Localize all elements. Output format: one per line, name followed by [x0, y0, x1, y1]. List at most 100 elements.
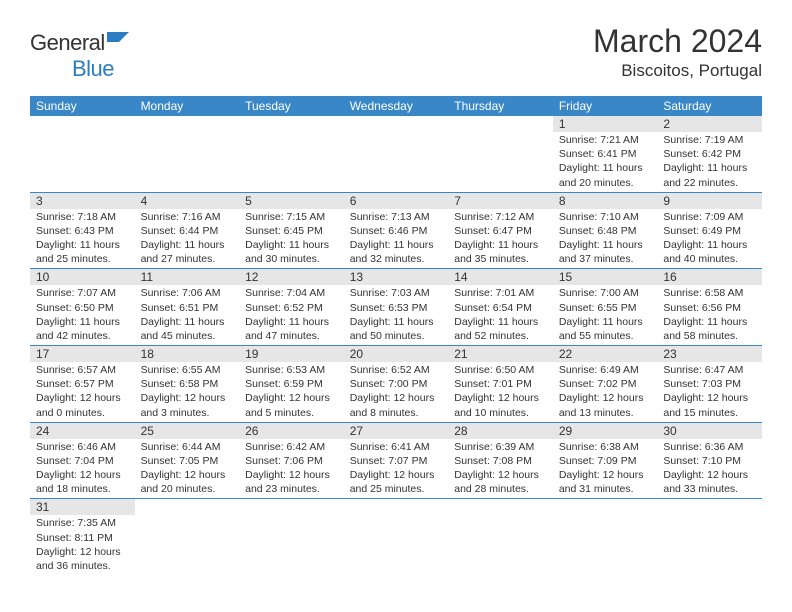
calendar-cell: 24Sunrise: 6:46 AMSunset: 7:04 PMDayligh… — [30, 422, 135, 499]
day-info: Sunrise: 7:12 AMSunset: 6:47 PMDaylight:… — [448, 209, 553, 269]
calendar-row: 24Sunrise: 6:46 AMSunset: 7:04 PMDayligh… — [30, 422, 762, 499]
daylight-text-2: and 27 minutes. — [141, 252, 234, 266]
daylight-text-2: and 28 minutes. — [454, 482, 547, 496]
day-info: Sunrise: 6:46 AMSunset: 7:04 PMDaylight:… — [30, 439, 135, 499]
day-info: Sunrise: 7:09 AMSunset: 6:49 PMDaylight:… — [657, 209, 762, 269]
sunrise-text: Sunrise: 7:12 AM — [454, 210, 547, 224]
day-info: Sunrise: 7:19 AMSunset: 6:42 PMDaylight:… — [657, 132, 762, 192]
daylight-text-2: and 25 minutes. — [350, 482, 443, 496]
sunrise-text: Sunrise: 7:13 AM — [350, 210, 443, 224]
daylight-text-2: and 47 minutes. — [245, 329, 338, 343]
sunrise-text: Sunrise: 6:44 AM — [141, 440, 234, 454]
daylight-text-2: and 15 minutes. — [663, 406, 756, 420]
calendar-cell — [553, 499, 658, 575]
day-number: 21 — [448, 346, 553, 362]
day-number: 20 — [344, 346, 449, 362]
day-number: 30 — [657, 423, 762, 439]
day-info: Sunrise: 6:57 AMSunset: 6:57 PMDaylight:… — [30, 362, 135, 422]
day-info: Sunrise: 7:07 AMSunset: 6:50 PMDaylight:… — [30, 285, 135, 345]
daylight-text: Daylight: 11 hours — [663, 238, 756, 252]
calendar-table: Sunday Monday Tuesday Wednesday Thursday… — [30, 96, 762, 575]
sunrise-text: Sunrise: 6:58 AM — [663, 286, 756, 300]
day-number: 29 — [553, 423, 658, 439]
weekday-header: Thursday — [448, 96, 553, 116]
sunrise-text: Sunrise: 7:16 AM — [141, 210, 234, 224]
brand-logo: General Blue — [30, 24, 129, 82]
sunrise-text: Sunrise: 7:18 AM — [36, 210, 129, 224]
sunset-text: Sunset: 6:48 PM — [559, 224, 652, 238]
sunrise-text: Sunrise: 7:06 AM — [141, 286, 234, 300]
daylight-text: Daylight: 11 hours — [559, 315, 652, 329]
sunrise-text: Sunrise: 6:52 AM — [350, 363, 443, 377]
daylight-text-2: and 45 minutes. — [141, 329, 234, 343]
daylight-text-2: and 50 minutes. — [350, 329, 443, 343]
daylight-text: Daylight: 12 hours — [245, 468, 338, 482]
day-info: Sunrise: 7:16 AMSunset: 6:44 PMDaylight:… — [135, 209, 240, 269]
day-number: 17 — [30, 346, 135, 362]
day-number: 2 — [657, 116, 762, 132]
title-block: March 2024 Biscoitos, Portugal — [593, 24, 762, 81]
daylight-text: Daylight: 12 hours — [663, 468, 756, 482]
day-info: Sunrise: 6:53 AMSunset: 6:59 PMDaylight:… — [239, 362, 344, 422]
daylight-text-2: and 20 minutes. — [141, 482, 234, 496]
day-info: Sunrise: 7:35 AMSunset: 8:11 PMDaylight:… — [30, 515, 135, 575]
daylight-text: Daylight: 12 hours — [454, 391, 547, 405]
daylight-text: Daylight: 12 hours — [141, 391, 234, 405]
sunset-text: Sunset: 7:10 PM — [663, 454, 756, 468]
daylight-text-2: and 37 minutes. — [559, 252, 652, 266]
calendar-row: 10Sunrise: 7:07 AMSunset: 6:50 PMDayligh… — [30, 269, 762, 346]
sunrise-text: Sunrise: 6:47 AM — [663, 363, 756, 377]
sunrise-text: Sunrise: 6:41 AM — [350, 440, 443, 454]
calendar-cell: 6Sunrise: 7:13 AMSunset: 6:46 PMDaylight… — [344, 192, 449, 269]
calendar-cell — [344, 499, 449, 575]
calendar-cell — [448, 116, 553, 192]
calendar-cell: 28Sunrise: 6:39 AMSunset: 7:08 PMDayligh… — [448, 422, 553, 499]
daylight-text-2: and 0 minutes. — [36, 406, 129, 420]
calendar-cell: 11Sunrise: 7:06 AMSunset: 6:51 PMDayligh… — [135, 269, 240, 346]
sunrise-text: Sunrise: 7:10 AM — [559, 210, 652, 224]
day-info: Sunrise: 6:49 AMSunset: 7:02 PMDaylight:… — [553, 362, 658, 422]
sunset-text: Sunset: 7:08 PM — [454, 454, 547, 468]
calendar-cell — [30, 116, 135, 192]
daylight-text: Daylight: 12 hours — [36, 468, 129, 482]
day-info: Sunrise: 6:47 AMSunset: 7:03 PMDaylight:… — [657, 362, 762, 422]
calendar-cell: 8Sunrise: 7:10 AMSunset: 6:48 PMDaylight… — [553, 192, 658, 269]
sunset-text: Sunset: 7:09 PM — [559, 454, 652, 468]
day-number: 18 — [135, 346, 240, 362]
calendar-cell: 2Sunrise: 7:19 AMSunset: 6:42 PMDaylight… — [657, 116, 762, 192]
calendar-row: 1Sunrise: 7:21 AMSunset: 6:41 PMDaylight… — [30, 116, 762, 192]
calendar-cell: 1Sunrise: 7:21 AMSunset: 6:41 PMDaylight… — [553, 116, 658, 192]
sunrise-text: Sunrise: 6:38 AM — [559, 440, 652, 454]
day-info: Sunrise: 6:42 AMSunset: 7:06 PMDaylight:… — [239, 439, 344, 499]
daylight-text: Daylight: 11 hours — [36, 238, 129, 252]
daylight-text: Daylight: 12 hours — [36, 545, 129, 559]
day-info: Sunrise: 7:13 AMSunset: 6:46 PMDaylight:… — [344, 209, 449, 269]
daylight-text: Daylight: 11 hours — [245, 315, 338, 329]
calendar-cell: 27Sunrise: 6:41 AMSunset: 7:07 PMDayligh… — [344, 422, 449, 499]
daylight-text-2: and 10 minutes. — [454, 406, 547, 420]
day-number: 7 — [448, 193, 553, 209]
daylight-text-2: and 23 minutes. — [245, 482, 338, 496]
day-number: 10 — [30, 269, 135, 285]
day-number: 3 — [30, 193, 135, 209]
day-number: 22 — [553, 346, 658, 362]
calendar-cell: 21Sunrise: 6:50 AMSunset: 7:01 PMDayligh… — [448, 346, 553, 423]
sunset-text: Sunset: 8:11 PM — [36, 531, 129, 545]
sunset-text: Sunset: 7:01 PM — [454, 377, 547, 391]
calendar-cell: 10Sunrise: 7:07 AMSunset: 6:50 PMDayligh… — [30, 269, 135, 346]
flag-icon — [107, 32, 129, 48]
calendar-cell: 19Sunrise: 6:53 AMSunset: 6:59 PMDayligh… — [239, 346, 344, 423]
sunset-text: Sunset: 6:41 PM — [559, 147, 652, 161]
sunset-text: Sunset: 6:56 PM — [663, 301, 756, 315]
sunset-text: Sunset: 6:51 PM — [141, 301, 234, 315]
sunrise-text: Sunrise: 7:00 AM — [559, 286, 652, 300]
calendar-cell: 16Sunrise: 6:58 AMSunset: 6:56 PMDayligh… — [657, 269, 762, 346]
sunrise-text: Sunrise: 7:01 AM — [454, 286, 547, 300]
daylight-text: Daylight: 12 hours — [454, 468, 547, 482]
day-number: 9 — [657, 193, 762, 209]
day-info: Sunrise: 7:03 AMSunset: 6:53 PMDaylight:… — [344, 285, 449, 345]
calendar-cell — [135, 116, 240, 192]
daylight-text: Daylight: 12 hours — [350, 391, 443, 405]
sunrise-text: Sunrise: 7:04 AM — [245, 286, 338, 300]
daylight-text: Daylight: 12 hours — [559, 468, 652, 482]
